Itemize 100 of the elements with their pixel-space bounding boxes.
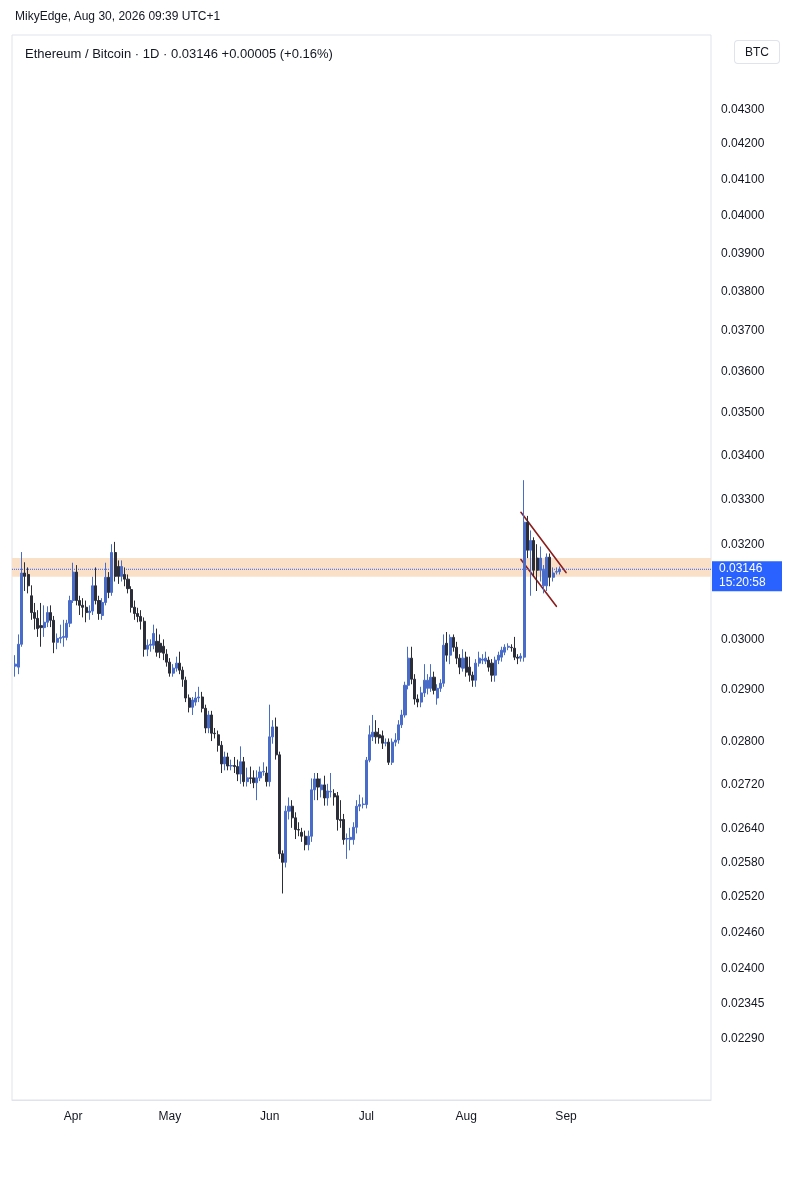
candlestick <box>81 597 84 618</box>
candlestick <box>152 624 155 650</box>
candlestick <box>246 767 249 788</box>
x-tick-label: Jun <box>260 1109 280 1123</box>
candlestick <box>226 752 229 771</box>
candlestick <box>223 751 226 771</box>
candlestick <box>429 663 432 693</box>
candlestick <box>316 772 320 801</box>
candlestick <box>304 830 307 851</box>
candlestick <box>229 759 233 771</box>
candlestick <box>558 565 561 575</box>
y-tick-label: 0.04000 <box>721 208 765 223</box>
y-tick-label: 0.02580 <box>721 854 765 869</box>
candlestick <box>320 777 323 798</box>
candlestick <box>155 628 159 658</box>
candlestick <box>191 696 194 716</box>
candlestick <box>445 631 448 663</box>
y-tick-label: 0.02400 <box>721 961 765 976</box>
y-tick-label: 0.03600 <box>721 363 765 378</box>
candlestick <box>39 602 43 648</box>
candlestick <box>468 656 471 683</box>
candlestick <box>500 646 503 663</box>
candlestick <box>249 766 252 785</box>
candlestick <box>481 653 484 665</box>
candlestick <box>207 710 210 734</box>
x-tick-label: Sep <box>555 1109 578 1123</box>
candlestick <box>268 704 271 788</box>
y-tick-label: 0.02640 <box>721 820 765 835</box>
y-tick-label: 0.04100 <box>721 171 765 186</box>
candlestick <box>432 671 436 695</box>
y-tick-label: 0.02720 <box>721 776 765 791</box>
y-tick-label: 0.02290 <box>721 1030 765 1045</box>
y-tick-label: 0.03500 <box>721 405 765 420</box>
candlestick <box>381 730 384 750</box>
candlestick <box>114 541 117 583</box>
y-tick-label: 0.03300 <box>721 491 765 506</box>
candlestick <box>255 769 258 801</box>
candlestick <box>449 633 452 665</box>
candlestick <box>210 710 213 742</box>
candlestick <box>345 832 349 860</box>
candlestick <box>236 759 239 782</box>
candlestick <box>548 552 551 587</box>
candlestick <box>262 761 265 777</box>
y-tick-label: 0.02900 <box>721 682 765 697</box>
y-tick-label: 0.02345 <box>721 995 765 1010</box>
candlestick <box>384 737 387 747</box>
text: 15:20:58 <box>719 575 767 590</box>
candlestick <box>465 651 468 678</box>
candlestick <box>442 633 445 688</box>
candlestick <box>85 600 88 623</box>
text: Ethereum / Bitcoin · 1D · 0.03146 +0.00005 (+0.16%) <box>25 46 333 61</box>
ref-line-label: 0.03146 <box>719 561 763 576</box>
y-tick-label: 0.04200 <box>721 136 765 151</box>
candlestick <box>336 791 339 832</box>
candlestick <box>43 604 46 638</box>
y-tick-label: 0.02800 <box>721 734 765 749</box>
candlestick <box>252 769 255 789</box>
x-tick-label: May <box>158 1109 182 1123</box>
candlestick <box>529 529 532 597</box>
candlestick <box>265 766 268 788</box>
y-tick-label: 0.03900 <box>721 245 765 260</box>
candlestick <box>91 576 94 616</box>
y-tick-label: 0.02460 <box>721 924 765 939</box>
candlestick <box>484 651 487 665</box>
candlestick <box>436 683 439 706</box>
candlestick <box>461 648 465 673</box>
candlestick <box>490 658 494 683</box>
candlestick <box>494 656 497 683</box>
candlestick <box>526 515 529 559</box>
candlestick <box>107 571 110 599</box>
candlestick <box>62 619 65 648</box>
x-tick-label: Aug <box>455 1109 477 1123</box>
candlestick <box>159 633 162 659</box>
y-axis-title: BTC <box>745 45 770 59</box>
y-tick-label: 0.02520 <box>721 889 765 904</box>
candlestick <box>197 686 200 703</box>
candlestick <box>110 543 113 597</box>
y-tick-label: 0.03800 <box>721 283 765 298</box>
y-tick-label: 0.03700 <box>721 323 765 338</box>
candlestick <box>507 642 510 651</box>
candlestick <box>391 737 394 766</box>
x-tick-label: Jul <box>358 1109 374 1123</box>
candlestick <box>374 719 378 745</box>
candlestick <box>513 636 516 661</box>
candlestick <box>545 552 548 592</box>
candlestick <box>242 756 245 788</box>
candlestick <box>23 561 26 592</box>
candlestick <box>387 737 390 766</box>
chart-subtitle: MikyEdge, Aug 30, 2026 09:39 UTC+1 <box>15 9 221 23</box>
candlestick <box>146 638 149 657</box>
candlestick <box>523 479 526 663</box>
y-tick-label: 0.03000 <box>721 632 765 647</box>
x-tick-label: Apr <box>63 1109 83 1123</box>
candlestick <box>552 566 555 583</box>
candlestick <box>323 775 326 807</box>
candlestick <box>120 559 123 583</box>
candlestick <box>239 745 242 785</box>
y-tick-label: 0.04300 <box>721 101 765 116</box>
y-tick-label: 0.03200 <box>721 537 765 552</box>
candlestick <box>175 656 178 673</box>
